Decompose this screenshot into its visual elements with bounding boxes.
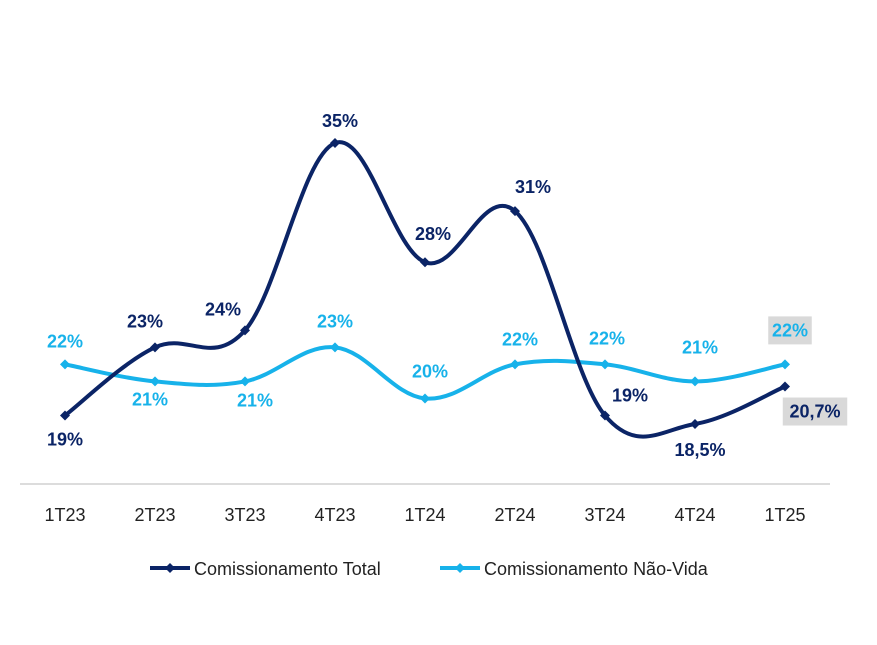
x-tick-label-5: 2T24 [494, 505, 535, 525]
data-label-0-7: 18,5% [674, 440, 725, 460]
x-tick-label-4: 1T24 [404, 505, 445, 525]
data-label-1-0: 22% [47, 331, 83, 351]
data-point-0-2 [240, 325, 250, 336]
data-label-1-5: 22% [502, 329, 538, 349]
legend-label-1: Comissionamento Não-Vida [484, 559, 709, 579]
legend-label-0: Comissionamento Total [194, 559, 381, 579]
data-label-0-2: 24% [205, 299, 241, 319]
data-label-0-4: 28% [415, 224, 451, 244]
data-point-0-4 [420, 257, 430, 268]
data-point-1-4 [420, 393, 430, 404]
x-tick-label-6: 3T24 [584, 505, 625, 525]
x-tick-label-2: 3T23 [224, 505, 265, 525]
x-tick-label-1: 2T23 [134, 505, 175, 525]
data-point-0-5 [510, 206, 520, 217]
data-point-0-7 [690, 419, 700, 429]
data-label-1-6: 22% [589, 328, 625, 348]
data-label-0-3: 35% [322, 111, 358, 131]
x-tick-label-0: 1T23 [44, 505, 85, 525]
data-point-1-6 [600, 359, 610, 370]
data-point-1-8 [780, 359, 790, 370]
data-point-0-8 [780, 381, 790, 392]
data-point-0-0 [60, 410, 70, 421]
data-point-1-1 [150, 376, 160, 387]
highlight-box-1 [768, 316, 812, 345]
data-point-1-5 [510, 359, 520, 370]
data-label-1-7: 21% [682, 337, 718, 357]
series-line-0 [63, 140, 787, 439]
data-label-1-8: 22% [772, 320, 808, 340]
x-tick-label-7: 4T24 [674, 505, 715, 525]
data-point-1-3 [330, 342, 340, 353]
data-point-0-1 [150, 342, 160, 353]
data-point-0-3 [330, 138, 340, 148]
data-label-1-2: 21% [237, 390, 273, 410]
x-tick-label-3: 4T23 [314, 505, 355, 525]
data-label-0-1: 23% [127, 311, 163, 331]
legend-marker-0 [165, 563, 175, 573]
data-label-1-1: 21% [132, 389, 168, 409]
data-label-0-0: 19% [47, 429, 83, 449]
legend-marker-1 [455, 563, 465, 573]
data-point-1-0 [60, 359, 70, 370]
data-label-1-3: 23% [317, 311, 353, 331]
data-label-1-4: 20% [412, 361, 448, 381]
x-tick-label-8: 1T25 [764, 505, 805, 525]
data-label-0-6: 19% [612, 385, 648, 405]
data-label-0-8: 20,7% [789, 402, 840, 422]
data-point-0-6 [600, 410, 610, 421]
data-label-0-5: 31% [515, 177, 551, 197]
data-point-1-2 [240, 376, 250, 387]
data-point-1-7 [690, 376, 700, 387]
highlight-box-0 [782, 397, 848, 426]
